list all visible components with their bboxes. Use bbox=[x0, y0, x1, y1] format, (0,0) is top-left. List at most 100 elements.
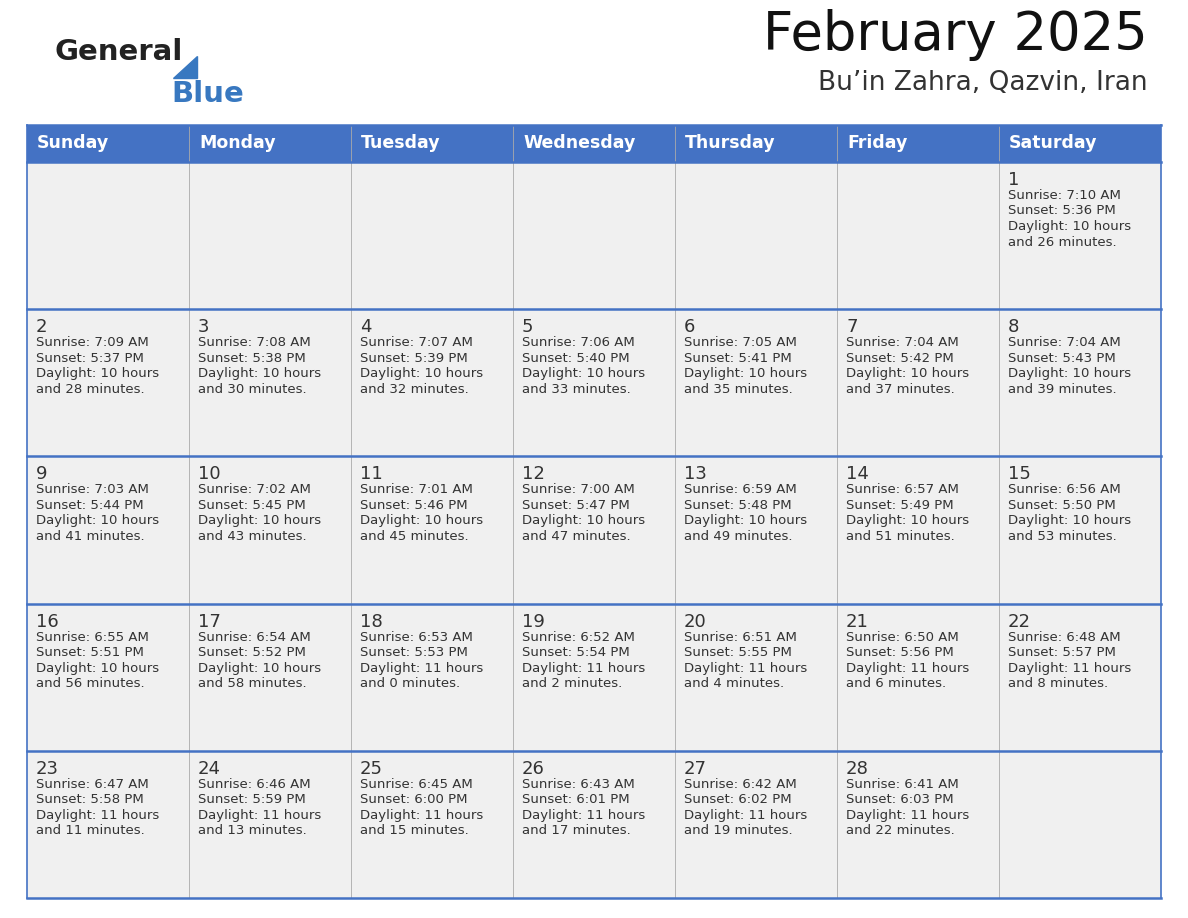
Text: and 33 minutes.: and 33 minutes. bbox=[522, 383, 631, 396]
Text: Sunset: 5:57 PM: Sunset: 5:57 PM bbox=[1007, 646, 1116, 659]
Text: Sunset: 5:40 PM: Sunset: 5:40 PM bbox=[522, 352, 630, 364]
Text: Sunset: 5:49 PM: Sunset: 5:49 PM bbox=[846, 498, 954, 512]
Text: and 13 minutes.: and 13 minutes. bbox=[198, 824, 307, 837]
Text: Sunset: 5:42 PM: Sunset: 5:42 PM bbox=[846, 352, 954, 364]
Text: 21: 21 bbox=[846, 612, 868, 631]
Text: Sunset: 5:39 PM: Sunset: 5:39 PM bbox=[360, 352, 468, 364]
Text: 20: 20 bbox=[684, 612, 707, 631]
Text: Daylight: 10 hours: Daylight: 10 hours bbox=[360, 367, 484, 380]
Bar bbox=[27, 125, 1161, 162]
Text: Sunset: 6:01 PM: Sunset: 6:01 PM bbox=[522, 793, 630, 806]
Text: 4: 4 bbox=[360, 319, 372, 336]
Text: 26: 26 bbox=[522, 760, 545, 778]
Text: Sunset: 5:51 PM: Sunset: 5:51 PM bbox=[36, 646, 144, 659]
Text: 24: 24 bbox=[198, 760, 221, 778]
Text: Sunset: 6:02 PM: Sunset: 6:02 PM bbox=[684, 793, 791, 806]
Text: Sunrise: 6:52 AM: Sunrise: 6:52 AM bbox=[522, 631, 634, 644]
Text: Sunset: 5:48 PM: Sunset: 5:48 PM bbox=[684, 498, 791, 512]
Bar bbox=[27, 456, 1161, 604]
Text: Sunset: 5:55 PM: Sunset: 5:55 PM bbox=[684, 646, 792, 659]
Text: Sunset: 5:41 PM: Sunset: 5:41 PM bbox=[684, 352, 791, 364]
Text: Sunrise: 6:46 AM: Sunrise: 6:46 AM bbox=[198, 778, 310, 790]
Text: and 17 minutes.: and 17 minutes. bbox=[522, 824, 631, 837]
Text: 18: 18 bbox=[360, 612, 383, 631]
Text: Sunrise: 6:50 AM: Sunrise: 6:50 AM bbox=[846, 631, 959, 644]
Text: 7: 7 bbox=[846, 319, 858, 336]
Text: and 56 minutes.: and 56 minutes. bbox=[36, 677, 145, 690]
Text: Daylight: 11 hours: Daylight: 11 hours bbox=[522, 662, 645, 675]
Text: Sunrise: 6:53 AM: Sunrise: 6:53 AM bbox=[360, 631, 473, 644]
Text: Sunrise: 7:08 AM: Sunrise: 7:08 AM bbox=[198, 336, 311, 349]
Text: and 4 minutes.: and 4 minutes. bbox=[684, 677, 784, 690]
Text: 14: 14 bbox=[846, 465, 868, 484]
Text: Sunday: Sunday bbox=[37, 135, 109, 152]
Text: 28: 28 bbox=[846, 760, 868, 778]
Text: 25: 25 bbox=[360, 760, 383, 778]
Text: General: General bbox=[55, 38, 183, 66]
Text: Sunset: 5:43 PM: Sunset: 5:43 PM bbox=[1007, 352, 1116, 364]
Text: Daylight: 11 hours: Daylight: 11 hours bbox=[846, 809, 969, 822]
Text: Sunrise: 6:56 AM: Sunrise: 6:56 AM bbox=[1007, 484, 1120, 497]
Text: Sunset: 5:38 PM: Sunset: 5:38 PM bbox=[198, 352, 305, 364]
Text: Daylight: 10 hours: Daylight: 10 hours bbox=[36, 514, 159, 528]
Text: Daylight: 11 hours: Daylight: 11 hours bbox=[846, 662, 969, 675]
Text: and 30 minutes.: and 30 minutes. bbox=[198, 383, 307, 396]
Text: Sunrise: 6:48 AM: Sunrise: 6:48 AM bbox=[1007, 631, 1120, 644]
Text: 19: 19 bbox=[522, 612, 545, 631]
Text: Sunrise: 7:02 AM: Sunrise: 7:02 AM bbox=[198, 484, 311, 497]
Text: 17: 17 bbox=[198, 612, 221, 631]
Text: Daylight: 10 hours: Daylight: 10 hours bbox=[846, 514, 969, 528]
Text: 1: 1 bbox=[1007, 171, 1019, 189]
Text: Sunrise: 6:42 AM: Sunrise: 6:42 AM bbox=[684, 778, 797, 790]
Text: Sunrise: 7:05 AM: Sunrise: 7:05 AM bbox=[684, 336, 797, 349]
Text: Sunrise: 7:04 AM: Sunrise: 7:04 AM bbox=[846, 336, 959, 349]
Text: Daylight: 11 hours: Daylight: 11 hours bbox=[198, 809, 321, 822]
Text: 15: 15 bbox=[1007, 465, 1031, 484]
Text: Sunrise: 7:07 AM: Sunrise: 7:07 AM bbox=[360, 336, 473, 349]
Text: and 11 minutes.: and 11 minutes. bbox=[36, 824, 145, 837]
Text: Sunset: 5:44 PM: Sunset: 5:44 PM bbox=[36, 498, 144, 512]
Text: 3: 3 bbox=[198, 319, 209, 336]
Text: Sunset: 5:50 PM: Sunset: 5:50 PM bbox=[1007, 498, 1116, 512]
Text: 23: 23 bbox=[36, 760, 59, 778]
Text: and 2 minutes.: and 2 minutes. bbox=[522, 677, 623, 690]
Bar bbox=[27, 162, 1161, 309]
Text: Daylight: 10 hours: Daylight: 10 hours bbox=[198, 367, 321, 380]
Text: Friday: Friday bbox=[847, 135, 908, 152]
Text: Daylight: 10 hours: Daylight: 10 hours bbox=[522, 514, 645, 528]
Text: and 8 minutes.: and 8 minutes. bbox=[1007, 677, 1108, 690]
Text: and 49 minutes.: and 49 minutes. bbox=[684, 530, 792, 543]
Text: Wednesday: Wednesday bbox=[523, 135, 636, 152]
Text: Daylight: 10 hours: Daylight: 10 hours bbox=[198, 514, 321, 528]
Text: 5: 5 bbox=[522, 319, 533, 336]
Text: and 53 minutes.: and 53 minutes. bbox=[1007, 530, 1117, 543]
Text: Sunset: 5:37 PM: Sunset: 5:37 PM bbox=[36, 352, 144, 364]
Text: and 45 minutes.: and 45 minutes. bbox=[360, 530, 468, 543]
Text: and 6 minutes.: and 6 minutes. bbox=[846, 677, 946, 690]
Text: and 15 minutes.: and 15 minutes. bbox=[360, 824, 469, 837]
Text: and 37 minutes.: and 37 minutes. bbox=[846, 383, 955, 396]
Text: Daylight: 11 hours: Daylight: 11 hours bbox=[522, 809, 645, 822]
Text: and 39 minutes.: and 39 minutes. bbox=[1007, 383, 1117, 396]
Text: Sunrise: 7:04 AM: Sunrise: 7:04 AM bbox=[1007, 336, 1120, 349]
Text: Sunset: 5:59 PM: Sunset: 5:59 PM bbox=[198, 793, 305, 806]
Text: Sunset: 5:47 PM: Sunset: 5:47 PM bbox=[522, 498, 630, 512]
Text: Sunrise: 7:01 AM: Sunrise: 7:01 AM bbox=[360, 484, 473, 497]
Text: and 41 minutes.: and 41 minutes. bbox=[36, 530, 145, 543]
Text: Sunrise: 6:57 AM: Sunrise: 6:57 AM bbox=[846, 484, 959, 497]
Text: Sunrise: 7:03 AM: Sunrise: 7:03 AM bbox=[36, 484, 148, 497]
Text: Sunrise: 6:47 AM: Sunrise: 6:47 AM bbox=[36, 778, 148, 790]
Text: Sunrise: 7:06 AM: Sunrise: 7:06 AM bbox=[522, 336, 634, 349]
Text: Monday: Monday bbox=[200, 135, 276, 152]
Text: Sunset: 5:46 PM: Sunset: 5:46 PM bbox=[360, 498, 468, 512]
Text: 16: 16 bbox=[36, 612, 58, 631]
Text: and 19 minutes.: and 19 minutes. bbox=[684, 824, 792, 837]
Text: Sunset: 5:56 PM: Sunset: 5:56 PM bbox=[846, 646, 954, 659]
Text: Saturday: Saturday bbox=[1009, 135, 1098, 152]
Text: Daylight: 11 hours: Daylight: 11 hours bbox=[36, 809, 159, 822]
Text: Daylight: 11 hours: Daylight: 11 hours bbox=[360, 809, 484, 822]
Text: Daylight: 10 hours: Daylight: 10 hours bbox=[684, 367, 807, 380]
Text: 12: 12 bbox=[522, 465, 545, 484]
Text: and 58 minutes.: and 58 minutes. bbox=[198, 677, 307, 690]
Text: Daylight: 10 hours: Daylight: 10 hours bbox=[1007, 514, 1131, 528]
